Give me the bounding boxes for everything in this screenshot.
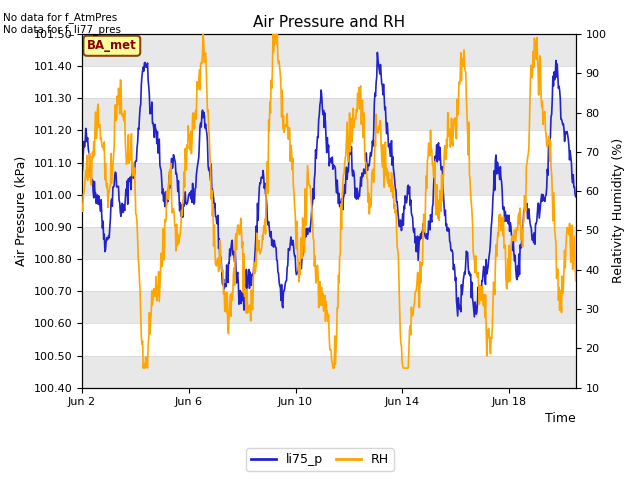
Text: No data for f_AtmPres: No data for f_AtmPres <box>3 12 118 23</box>
Y-axis label: Air Pressure (kPa): Air Pressure (kPa) <box>15 156 28 266</box>
Bar <box>82 66 576 98</box>
Bar <box>82 324 576 356</box>
Legend: li75_p, RH: li75_p, RH <box>246 448 394 471</box>
Title: Air Pressure and RH: Air Pressure and RH <box>253 15 405 30</box>
Bar <box>82 259 576 291</box>
Text: No data for f_li77_pres: No data for f_li77_pres <box>3 24 121 35</box>
Text: Time: Time <box>545 412 576 425</box>
Bar <box>82 195 576 227</box>
Y-axis label: Relativity Humidity (%): Relativity Humidity (%) <box>612 138 625 283</box>
Bar <box>82 131 576 163</box>
Text: BA_met: BA_met <box>87 39 137 52</box>
